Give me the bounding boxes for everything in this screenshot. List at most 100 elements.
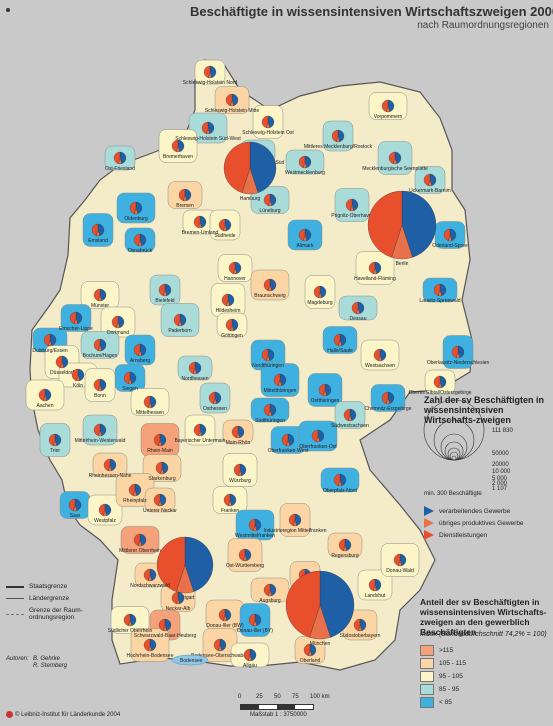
region-label: Neckar-Alb xyxy=(166,606,191,612)
region-label: Südlicher Oberrhein xyxy=(108,628,153,634)
size-legend-value: 2 000 xyxy=(492,481,508,487)
pie-chart xyxy=(218,218,232,232)
pie-slice xyxy=(221,293,229,306)
pie-slice xyxy=(439,283,447,296)
pie-slice xyxy=(103,458,111,471)
pie-slice xyxy=(345,198,353,211)
pie-slice xyxy=(171,591,179,604)
region-label: Mittlerer Oberrhein xyxy=(119,548,161,554)
pie-slice xyxy=(208,391,216,404)
pie-chart xyxy=(213,638,227,652)
region-label: Westmittelfranken xyxy=(235,533,275,539)
pie-slice xyxy=(129,371,137,384)
scale-tick-label: 0 xyxy=(238,694,242,700)
size-legend-value: 10 000 xyxy=(492,469,511,475)
pie-chart xyxy=(318,383,332,397)
region-label: Industrieregion Mittelfranken xyxy=(263,528,326,534)
pie-slice xyxy=(229,493,237,506)
pie-slice xyxy=(457,345,465,358)
region-label: Altmark xyxy=(297,243,314,249)
size-legend-value: 1 107 xyxy=(492,486,508,492)
pie-slice xyxy=(213,638,221,651)
region-label: Paderborn xyxy=(168,328,192,334)
pie-chart xyxy=(143,568,157,582)
pie-chart xyxy=(311,429,325,443)
pie-slice xyxy=(231,93,239,106)
pie-slice xyxy=(351,198,359,211)
pie-chart xyxy=(223,493,237,507)
region-label: Regensburg xyxy=(331,553,358,559)
pie-chart xyxy=(153,433,167,447)
pie-chart xyxy=(193,423,207,437)
pie-slice xyxy=(173,313,181,326)
region-label: Dortmund xyxy=(107,330,129,336)
pie-chart xyxy=(218,608,232,622)
pie-chart xyxy=(111,315,125,329)
pie-slice xyxy=(164,283,172,296)
pie-slice xyxy=(374,261,382,274)
region-label: Oberfranken-West xyxy=(268,448,309,454)
pie-chart xyxy=(156,536,214,594)
pie-slice xyxy=(134,483,142,496)
region-label: Bremen xyxy=(176,203,194,209)
pie-slice xyxy=(61,355,69,368)
size-legend-circle xyxy=(433,419,475,461)
pie-slice xyxy=(203,65,211,78)
pie-slice xyxy=(188,361,196,374)
pie-slice xyxy=(381,391,389,404)
region-label: Südwestsachsen xyxy=(331,423,369,429)
region-label: Dessau xyxy=(350,316,367,322)
pie-slice xyxy=(71,368,79,381)
pie-slice xyxy=(218,218,226,231)
pie-chart xyxy=(93,338,107,352)
pie-slice xyxy=(38,388,46,401)
pie-slice xyxy=(263,403,271,416)
region-label: Mecklenburgische Seenplatte xyxy=(362,166,428,172)
pie-chart xyxy=(123,613,137,627)
pie-slice xyxy=(429,173,437,186)
region-label: Lüneburg xyxy=(259,208,280,214)
pie-slice xyxy=(223,493,231,506)
pie-chart xyxy=(368,261,382,275)
pie-chart xyxy=(373,348,387,362)
pie-slice xyxy=(149,395,157,408)
region-label: Rhein-Main xyxy=(147,448,173,454)
pie-chart xyxy=(173,313,187,327)
region-label: Donau-Wald xyxy=(386,568,414,574)
region-label: Vorpommern xyxy=(374,114,403,120)
size-legend-circle xyxy=(447,447,461,461)
pie-slice xyxy=(224,608,232,621)
pie-chart xyxy=(188,361,202,375)
pie-slice xyxy=(233,463,241,476)
pie-chart xyxy=(43,333,57,347)
lake-bodensee xyxy=(171,654,209,666)
pie-slice xyxy=(339,473,347,486)
pie-slice xyxy=(43,333,51,346)
pie-slice xyxy=(423,173,431,186)
region-label: Donau-Iller (BW) xyxy=(206,623,244,629)
pie-slice xyxy=(93,423,101,436)
region-label: Göttingen xyxy=(221,333,243,339)
region-label: Allgäu xyxy=(243,663,257,669)
region-label: Uckermark-Barnim xyxy=(409,188,451,194)
pie-chart xyxy=(261,348,275,362)
pie-chart xyxy=(68,498,82,512)
region-label: Oberland xyxy=(300,658,321,664)
pie-chart xyxy=(69,311,83,325)
region-label: Trier xyxy=(50,448,60,454)
region-label: Rheinpfalz xyxy=(123,498,147,504)
pie-chart xyxy=(223,141,277,195)
pie-slice xyxy=(149,568,157,581)
pie-slice xyxy=(261,348,269,361)
region-label: Oderland-Spree xyxy=(432,243,468,249)
region-label: Ost-Friesland xyxy=(105,166,135,172)
pie-slice xyxy=(433,283,441,296)
region-label: Düsseldorf xyxy=(50,370,75,376)
pie-slice xyxy=(117,315,125,328)
pie-slice xyxy=(155,461,163,474)
pie-slice xyxy=(368,261,376,274)
region-label: Havelland-Fläming xyxy=(354,276,396,282)
pie-chart xyxy=(331,129,345,143)
pie-slice xyxy=(225,318,233,331)
pie-slice xyxy=(48,433,56,446)
